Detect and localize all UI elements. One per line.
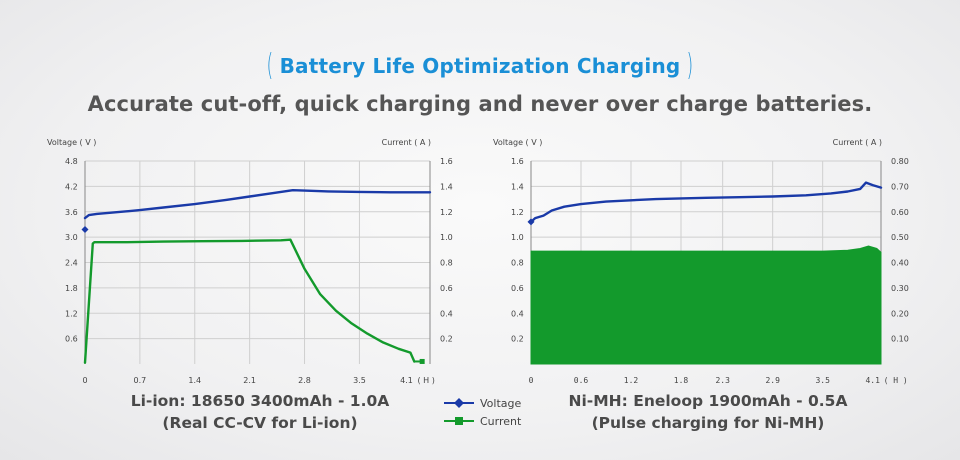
li-ion-y-tick-label: 2.4 [65, 259, 78, 268]
ni-mh-caption: Ni-MH: Eneloop 1900mAh - 0.5A (Pulse cha… [508, 390, 908, 434]
chart-legend: Voltage Current [444, 394, 544, 430]
ni-mh-y2-tick-label: 0.30 [891, 284, 909, 293]
li-ion-y2label: Current ( A ) [382, 138, 431, 147]
ni-mh-x-tick-label: 3.5 [815, 376, 830, 385]
li-ion-caption: Li-ion: 18650 3400mAh - 1.0A (Real CC-CV… [60, 390, 460, 434]
legend-current-label: Current [480, 414, 522, 428]
voltage-legend-icon [444, 398, 474, 408]
ni-mh-y2-tick-label: 0.40 [891, 259, 909, 268]
li-ion-current-end-marker [419, 358, 425, 364]
ni-mh-x-tick-label: 0.6 [574, 376, 589, 385]
legend-item-voltage: Voltage [444, 394, 544, 412]
li-ion-chart: Voltage ( V ) Current ( A ) 0.6 1.2 1.8 2.4 3.… [47, 138, 453, 385]
li-ion-y-tick-label: 0.6 [65, 335, 78, 344]
ni-mh-y-tick-label: 1.0 [511, 233, 524, 242]
current-legend-icon [444, 417, 474, 425]
li-ion-y2-tick-label: 1.6 [440, 157, 453, 166]
right-bracket: ) [687, 48, 694, 83]
li-ion-x-tick-label: 2.8 [298, 376, 311, 385]
li-ion-y2-tick-label: 0.6 [440, 284, 453, 293]
ni-mh-y-tick-label: 1.6 [511, 157, 524, 166]
ni-mh-chart: Voltage ( V ) Current ( A ) 0.2 0.4 0.6 0.8 1.… [493, 138, 909, 385]
ni-mh-caption-subtitle: (Pulse charging for Ni-MH) [591, 414, 825, 432]
li-ion-y-tick-label: 1.2 [65, 309, 78, 318]
ni-mh-caption-title: Ni-MH: Eneloop 1900mAh - 0.5A [568, 392, 848, 410]
li-ion-caption-subtitle: (Real CC-CV for Li-ion) [162, 414, 358, 432]
ni-mh-x-tick-label: 1.2 [624, 376, 639, 385]
li-ion-y2-tick-label: 1.0 [440, 233, 453, 242]
ni-mh-y-tick-label: 0.6 [511, 284, 524, 293]
li-ion-y-tick-label: 3.6 [65, 208, 78, 217]
li-ion-current-line [83, 238, 416, 364]
legend-voltage-label: Voltage [480, 396, 522, 410]
heading-title: Battery Life Optimization Charging [279, 54, 681, 78]
li-ion-y-tick-label: 4.2 [65, 182, 78, 191]
li-ion-ylabel: Voltage ( V ) [47, 138, 96, 147]
li-ion-y2-tick-label: 1.4 [440, 182, 453, 191]
ni-mh-y-tick-label: 1.2 [511, 208, 524, 217]
li-ion-x-tick-label: 1.4 [188, 376, 201, 385]
section-heading: ( Battery Life Optimization Charging ) [0, 50, 960, 82]
ni-mh-x-tick-label: 0 [529, 376, 534, 385]
ni-mh-x-tick-label: 2.3 [715, 376, 730, 385]
li-ion-y2-tick-label: 0.4 [440, 309, 453, 318]
li-ion-y2-tick-label: 0.8 [440, 259, 453, 268]
ni-mh-y2-tick-label: 0.20 [891, 309, 909, 318]
ni-mh-ylabel: Voltage ( V ) [493, 138, 542, 147]
ni-mh-x-tick-label: 2.9 [765, 376, 780, 385]
li-ion-y2-tick-label: 0.2 [440, 335, 453, 344]
ni-mh-x-tick-label: 4.1 [865, 376, 880, 385]
ni-mh-y2-tick-label: 0.80 [891, 157, 909, 166]
li-ion-voltage-line [83, 189, 432, 220]
li-ion-x-tick-label: 3.5 [353, 376, 366, 385]
ni-mh-x-unit: ( H ) [884, 376, 908, 385]
ni-mh-y2-tick-label: 0.70 [891, 182, 909, 191]
li-ion-y-tick-label: 3.0 [65, 233, 78, 242]
li-ion-y-tick-label: 1.8 [65, 284, 78, 293]
li-ion-x-tick-label: 0.7 [134, 376, 147, 385]
ni-mh-x-tick-label: 1.8 [674, 376, 689, 385]
li-ion-x-tick-label: 2.1 [243, 376, 256, 385]
ni-mh-y-tick-label: 1.4 [511, 182, 524, 191]
ni-mh-y-tick-label: 0.2 [511, 335, 524, 344]
li-ion-y2-tick-label: 1.2 [440, 208, 453, 217]
ni-mh-y2label: Current ( A ) [833, 138, 882, 147]
li-ion-y-tick-label: 4.8 [65, 157, 78, 166]
ni-mh-y-tick-label: 0.8 [511, 259, 524, 268]
li-ion-x-tick-label: 4.1 [400, 376, 413, 385]
page-subtitle: Accurate cut-off, quick charging and nev… [87, 92, 873, 116]
li-ion-x-tick-label: 0 [82, 376, 87, 385]
ni-mh-voltage-line [529, 181, 883, 224]
ni-mh-y2-tick-label: 0.10 [891, 335, 909, 344]
ni-mh-y2-tick-label: 0.60 [891, 208, 909, 217]
legend-item-current: Current [444, 412, 544, 430]
ni-mh-y2-tick-label: 0.50 [891, 233, 909, 242]
li-ion-caption-title: Li-ion: 18650 3400mAh - 1.0A [130, 392, 390, 410]
li-ion-voltage-start-marker [81, 226, 89, 234]
li-ion-x-unit: ( H ) [417, 376, 434, 385]
ni-mh-y-tick-label: 0.4 [511, 309, 524, 318]
left-bracket: ( [266, 48, 273, 83]
ni-mh-voltage-start-marker [527, 218, 535, 226]
ni-mh-current-area [530, 245, 882, 365]
